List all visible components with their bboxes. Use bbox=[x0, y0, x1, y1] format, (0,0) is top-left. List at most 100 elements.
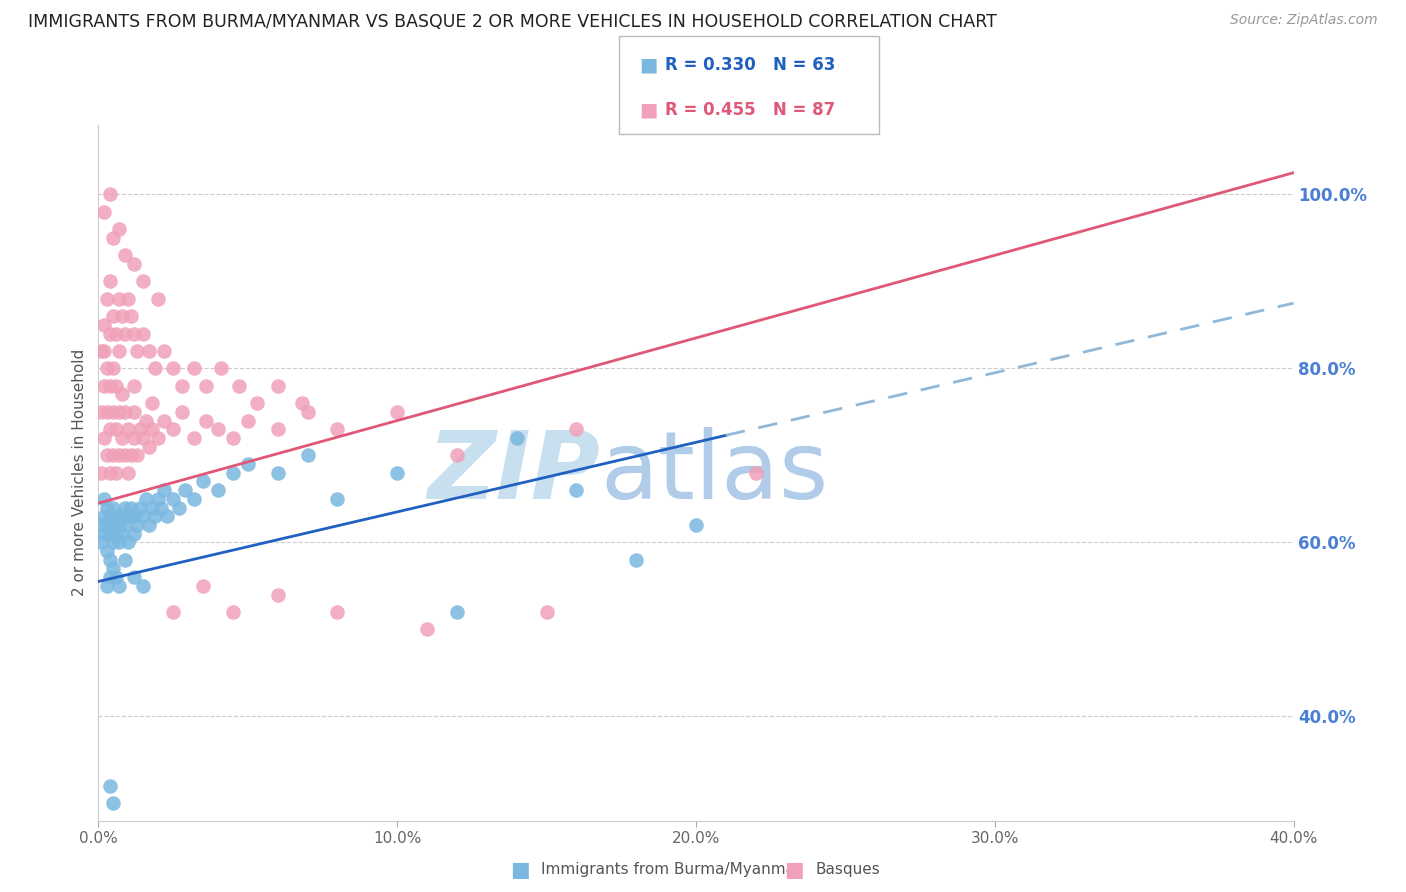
Point bbox=[108, 579, 131, 593]
Point bbox=[114, 517, 136, 532]
Point bbox=[153, 483, 176, 497]
Point bbox=[114, 405, 136, 419]
Point bbox=[138, 440, 160, 454]
Point bbox=[93, 431, 115, 445]
Point bbox=[326, 422, 349, 436]
Point bbox=[93, 526, 115, 541]
Point bbox=[267, 378, 290, 392]
Point bbox=[685, 517, 707, 532]
Point bbox=[105, 526, 128, 541]
Point bbox=[127, 517, 149, 532]
Point bbox=[103, 561, 125, 575]
Point bbox=[96, 292, 118, 306]
Text: ZIP: ZIP bbox=[427, 426, 600, 519]
Point bbox=[191, 475, 214, 489]
Point bbox=[124, 378, 146, 392]
Point bbox=[108, 292, 131, 306]
Point bbox=[132, 326, 155, 341]
Point bbox=[162, 361, 184, 376]
Point bbox=[506, 431, 529, 445]
Point bbox=[100, 422, 122, 436]
Text: atlas: atlas bbox=[600, 426, 828, 519]
Point bbox=[96, 544, 118, 558]
Point bbox=[127, 343, 149, 358]
Point bbox=[105, 570, 128, 584]
Point bbox=[132, 579, 155, 593]
Point bbox=[167, 500, 190, 515]
Point bbox=[138, 343, 160, 358]
Point bbox=[183, 491, 205, 506]
Point bbox=[172, 378, 194, 392]
Point bbox=[103, 309, 125, 323]
Point bbox=[90, 405, 112, 419]
Point bbox=[100, 509, 122, 524]
Point bbox=[93, 318, 115, 332]
Point bbox=[138, 517, 160, 532]
Point bbox=[148, 292, 170, 306]
Point bbox=[120, 500, 142, 515]
Text: IMMIGRANTS FROM BURMA/MYANMAR VS BASQUE 2 OR MORE VEHICLES IN HOUSEHOLD CORRELAT: IMMIGRANTS FROM BURMA/MYANMAR VS BASQUE … bbox=[28, 13, 997, 31]
Point bbox=[297, 449, 319, 463]
Point bbox=[96, 579, 118, 593]
Point bbox=[150, 500, 173, 515]
Point bbox=[117, 509, 139, 524]
Text: ■: ■ bbox=[785, 860, 804, 880]
Point bbox=[326, 605, 349, 619]
Point bbox=[148, 431, 170, 445]
Text: Source: ZipAtlas.com: Source: ZipAtlas.com bbox=[1230, 13, 1378, 28]
Point bbox=[100, 526, 122, 541]
Point bbox=[93, 509, 115, 524]
Point bbox=[156, 509, 179, 524]
Point bbox=[267, 422, 290, 436]
Point bbox=[191, 579, 214, 593]
Point bbox=[124, 526, 146, 541]
Point bbox=[141, 422, 163, 436]
Point bbox=[141, 500, 163, 515]
Point bbox=[446, 605, 468, 619]
Point bbox=[100, 466, 122, 480]
Point bbox=[105, 509, 128, 524]
Point bbox=[246, 396, 269, 410]
Point bbox=[90, 517, 112, 532]
Point bbox=[162, 491, 184, 506]
Point bbox=[446, 449, 468, 463]
Point bbox=[153, 414, 176, 428]
Point bbox=[172, 405, 194, 419]
Point bbox=[127, 449, 149, 463]
Point bbox=[267, 466, 290, 480]
Point bbox=[96, 361, 118, 376]
Text: Immigrants from Burma/Myanmar: Immigrants from Burma/Myanmar bbox=[541, 863, 801, 877]
Point bbox=[124, 326, 146, 341]
Point bbox=[124, 509, 146, 524]
Point bbox=[135, 414, 157, 428]
Point bbox=[195, 414, 218, 428]
Point bbox=[96, 500, 118, 515]
Point bbox=[326, 491, 349, 506]
Point bbox=[416, 623, 439, 637]
Point bbox=[105, 378, 128, 392]
Point bbox=[222, 431, 245, 445]
Point bbox=[111, 431, 134, 445]
Point bbox=[93, 343, 115, 358]
Point bbox=[111, 309, 134, 323]
Point bbox=[108, 222, 131, 236]
Point bbox=[108, 405, 131, 419]
Point bbox=[108, 517, 131, 532]
Point bbox=[207, 483, 229, 497]
Point bbox=[291, 396, 314, 410]
Point bbox=[103, 449, 125, 463]
Point bbox=[267, 587, 290, 601]
Point bbox=[143, 509, 166, 524]
Point bbox=[117, 466, 139, 480]
Point bbox=[124, 431, 146, 445]
Point bbox=[103, 361, 125, 376]
Point bbox=[124, 570, 146, 584]
Point bbox=[100, 274, 122, 288]
Point bbox=[117, 292, 139, 306]
Point bbox=[124, 405, 146, 419]
Point bbox=[103, 405, 125, 419]
Point bbox=[385, 466, 409, 480]
Point bbox=[536, 605, 558, 619]
Point bbox=[120, 449, 142, 463]
Point bbox=[565, 422, 588, 436]
